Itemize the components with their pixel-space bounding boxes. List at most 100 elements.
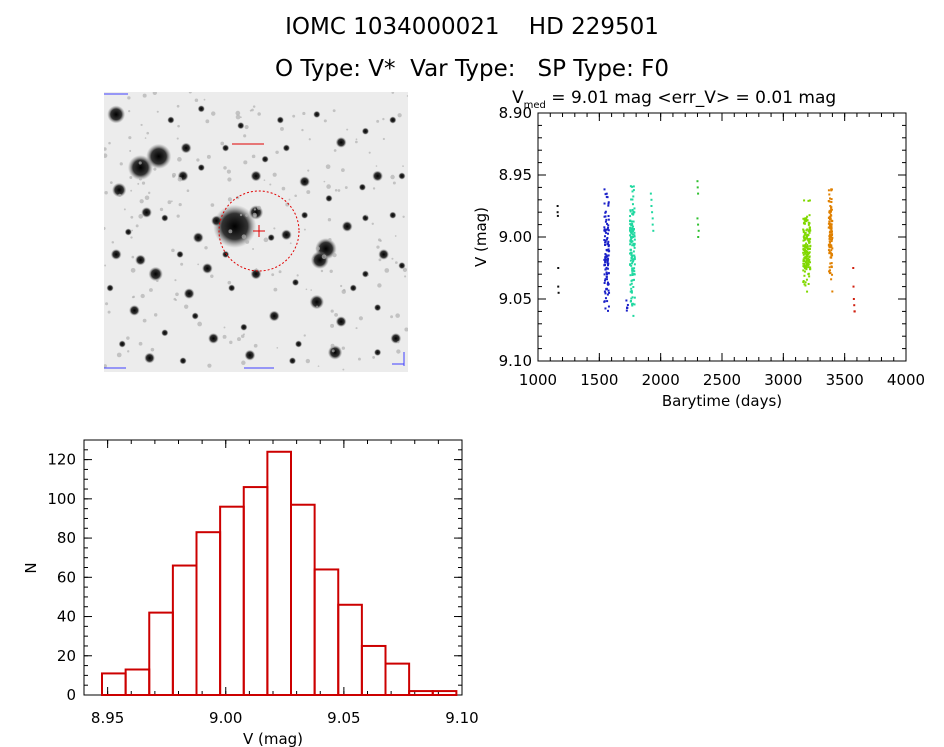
- sky-faint-star: [206, 154, 211, 159]
- lightcurve-point: [603, 188, 606, 191]
- lightcurve-point: [632, 314, 635, 317]
- lightcurve-point: [804, 237, 807, 240]
- lightcurve-point: [633, 267, 636, 270]
- sky-faint-star: [251, 154, 256, 159]
- sky-faint-star: [358, 316, 364, 321]
- histogram-ytick-label: 100: [47, 490, 76, 508]
- sky-faint-star: [394, 235, 397, 237]
- sky-faint-star: [226, 169, 231, 174]
- lightcurve-point: [605, 266, 608, 269]
- lightcurve-point: [607, 226, 610, 229]
- sky-faint-star: [153, 313, 158, 317]
- lightcurve-point: [606, 228, 609, 231]
- lightcurve-point: [633, 296, 636, 299]
- sky-faint-star: [205, 119, 210, 124]
- lightcurve-point: [808, 275, 811, 278]
- lightcurve-point: [651, 211, 654, 214]
- lightcurve-point: [802, 269, 805, 272]
- lightcurve-point: [829, 217, 832, 220]
- lightcurve-point: [828, 235, 831, 238]
- lightcurve-point: [629, 236, 632, 239]
- sky-faint-star: [301, 128, 304, 132]
- lightcurve-point: [629, 300, 632, 303]
- lightcurve-point: [603, 229, 606, 232]
- sky-star: [299, 176, 311, 187]
- lightcurve-point: [630, 287, 633, 290]
- sky-faint-star: [144, 137, 147, 139]
- sky-faint-star: [308, 138, 311, 141]
- sky-faint-star: [269, 183, 272, 186]
- lightcurve-ylabel: V (mag): [472, 207, 490, 267]
- sky-star: [208, 333, 219, 344]
- lightcurve-point: [802, 244, 805, 247]
- lightcurve-point: [603, 239, 606, 242]
- histogram-bar: [124, 668, 151, 696]
- sky-star: [191, 312, 199, 320]
- sky-faint-star: [296, 274, 299, 277]
- lightcurve-point: [830, 230, 833, 233]
- lightcurve-point: [632, 273, 635, 276]
- sky-star: [127, 155, 154, 181]
- lightcurve-point: [604, 230, 607, 233]
- lightcurve-point: [608, 291, 611, 294]
- lightcurve-point: [607, 248, 610, 251]
- sky-faint-star: [305, 358, 311, 364]
- lightcurve-point: [632, 269, 635, 272]
- lightcurve-point: [603, 290, 606, 293]
- lightcurve-point: [806, 247, 809, 250]
- lightcurve-point: [607, 229, 610, 232]
- lightcurve-point: [808, 258, 811, 261]
- lightcurve-point: [606, 236, 609, 239]
- sky-faint-star: [378, 258, 382, 262]
- lightcurve-point: [631, 303, 634, 306]
- lightcurve-point: [632, 195, 635, 198]
- lightcurve-point: [632, 210, 635, 213]
- lightcurve-point: [607, 215, 610, 218]
- sky-star: [313, 110, 321, 118]
- lightcurve-point: [629, 248, 632, 251]
- sky-faint-star: [156, 279, 159, 282]
- lightcurve-point: [631, 230, 634, 233]
- lightcurve-point: [606, 293, 609, 296]
- lightcurve-point: [606, 262, 609, 265]
- lightcurve-point: [828, 210, 831, 213]
- sky-star: [267, 234, 275, 242]
- histogram-bar: [384, 662, 411, 696]
- sky-faint-star: [176, 214, 180, 218]
- lightcurve-point: [556, 211, 559, 214]
- lightcurve-point: [606, 283, 609, 286]
- sky-faint-star: [276, 346, 279, 349]
- lightcurve-point: [830, 206, 833, 209]
- lightcurve-point: [607, 218, 610, 221]
- lightcurve-point: [556, 205, 559, 207]
- lightcurve-point: [626, 306, 629, 309]
- sky-star: [222, 144, 230, 152]
- lightcurve-point: [650, 198, 653, 201]
- lightcurve-point: [806, 228, 809, 231]
- lightcurve-xtick-label: 2000: [642, 371, 680, 389]
- lightcurve-point: [604, 211, 607, 214]
- lightcurve-point: [606, 222, 609, 225]
- sky-faint-star: [275, 150, 279, 155]
- sky-faint-star: [382, 137, 385, 141]
- sky-faint-star: [137, 182, 140, 185]
- lightcurve-xtick-label: 3500: [826, 371, 864, 389]
- sky-faint-star: [396, 349, 401, 354]
- sky-faint-star: [255, 268, 258, 271]
- sky-star: [106, 284, 114, 292]
- lightcurve-point: [829, 227, 832, 230]
- lightcurve-point: [803, 270, 806, 273]
- sky-faint-star: [402, 267, 408, 272]
- lightcurve-point: [605, 278, 608, 281]
- lightcurve-point: [827, 249, 830, 252]
- lightcurve-point: [805, 220, 808, 223]
- sky-faint-star: [256, 205, 262, 210]
- sky-faint-star: [288, 198, 291, 201]
- sky-star: [398, 262, 406, 270]
- sky-faint-star: [331, 349, 335, 353]
- lightcurve-point: [603, 273, 606, 276]
- lightcurve-point: [633, 303, 636, 306]
- histogram-ytick-label: 120: [47, 451, 76, 469]
- histogram-ticks: 8.95 9.00 9.05 9.10 0 20 40 60 80 100 120: [47, 439, 479, 727]
- sky-faint-star: [150, 347, 155, 352]
